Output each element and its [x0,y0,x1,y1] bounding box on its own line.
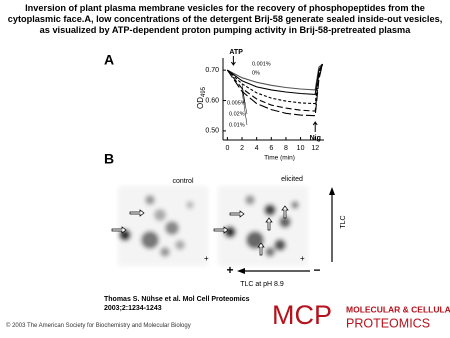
leader-line [241,91,248,126]
origin-mark: + [204,254,209,263]
elicited-label: elicited [281,176,303,183]
y-axis-label: OD495 [196,86,206,109]
curve [227,63,323,91]
control-label: control [172,178,193,185]
x-tick-label: 0 [225,145,229,152]
logo-mark: MCP [272,300,332,330]
logo-line: MOLECULAR & CELLULAR [346,304,450,314]
curve-label: 0.02% [229,111,245,117]
x-tick-label: 12 [311,145,319,152]
x-tick-label: 4 [255,145,259,152]
annotation: ATP [229,49,243,56]
annotation: Nig [310,135,321,142]
panel-label: A [104,52,114,68]
leader-line [241,83,246,104]
x-axis-label: Time (min) [264,155,295,162]
annotation-arrow [230,56,236,66]
x-axis-label: TLC at pH 8.9 [240,281,284,288]
tlc-image-control [118,186,208,266]
y-tick-label: 0.70 [205,67,219,74]
y-label-sub: 495 [201,86,207,97]
curve-label: 0.001% [252,61,271,67]
plus-label: + [226,263,233,277]
y-label-text: OD [196,97,205,109]
y-tick-label: 0.50 [205,128,219,135]
x-tick-label: 6 [269,145,273,152]
y-tick-label: 0.60 [205,97,219,104]
x-tick-label: 10 [297,145,305,152]
curve-label: 0% [252,70,260,76]
curve [226,63,324,117]
tlc-image-elicited [218,186,308,266]
title: Inversion of plant plasma membrane vesic… [7,3,443,35]
curve [227,63,324,105]
curve-label: 0.01% [229,122,245,128]
minus-label: − [313,263,320,277]
annotation-arrow [312,121,318,132]
origin-mark: + [300,254,305,263]
copyright: © 2003 The American Society for Biochemi… [6,323,191,329]
arrow-head [237,268,245,274]
tlc-label: TLC [340,215,347,228]
panel-label: B [104,151,114,167]
logo-line: PROTEOMICS [346,316,430,330]
citation: Thomas S. Nühse et al. Mol Cell Proteomi… [104,296,250,312]
curve [227,63,323,95]
spot-arrows [111,205,289,256]
arrow-head [329,187,335,195]
x-tick-label: 8 [284,145,288,152]
curve [226,63,324,112]
curve-label: 0.005% [227,100,246,106]
x-tick-label: 2 [240,145,244,152]
